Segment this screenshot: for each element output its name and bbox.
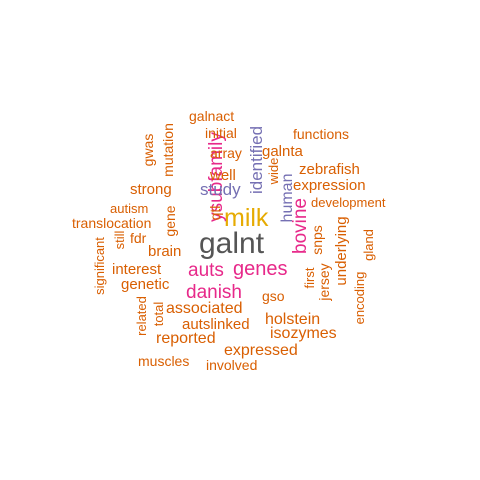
word-reported: reported [156,330,216,347]
word-expression: expression [293,177,366,194]
word-isozymes: isozymes [270,325,337,342]
word-well: well [209,167,236,184]
word-study: study [200,180,241,199]
word-total: total [151,302,166,327]
word-danish: danish [186,282,242,303]
word-strong: strong [130,181,172,198]
word-related: related [134,296,149,336]
word-gland: gland [361,229,376,261]
word-bovine: bovine [290,198,311,254]
word-jersey: jersey [316,263,332,301]
word-array: array [210,145,242,161]
word-brain: brain [148,243,181,260]
word-still: still [112,231,127,250]
word-identified: identified [247,126,266,194]
word-significant: significant [92,237,107,295]
word-ysubfamily: ysubfamily [206,132,227,222]
word-galnact: galnact [189,108,234,124]
word-gene: gene [162,205,178,236]
word-development: development [311,195,386,210]
word-associated: associated [166,300,243,317]
word-involved: involved [206,357,257,373]
word-genes: genes [233,258,288,280]
word-translocation: translocation [72,215,151,231]
word-interest: interest [112,261,162,278]
word-autism: autism [110,201,148,216]
word-initial: initial [205,125,237,141]
word-encoding: encoding [352,272,367,325]
word-zebrafish: zebrafish [299,161,360,178]
word-expressed: expressed [224,342,298,359]
word-autslinked: autslinked [182,316,250,333]
word-functions: functions [293,126,349,142]
word-genetic: genetic [121,276,170,293]
word-qtl: qtl [207,206,223,221]
word-mutation: mutation [160,123,176,177]
word-gwas: gwas [140,134,156,167]
word-underlying: underlying [333,216,350,285]
word-snps: snps [309,225,325,255]
word-galnta: galnta [262,143,304,160]
word-holstein: holstein [265,311,320,328]
word-gso: gso [262,288,285,304]
word-wide: wide [266,158,281,186]
word-muscles: muscles [138,353,189,369]
word-first: first [302,267,317,288]
word-galnt: galnt [199,227,265,260]
word-milk: milk [224,204,269,232]
word-auts: auts [188,260,224,281]
word-human: human [279,174,296,223]
word-fdr: fdr [130,230,147,246]
